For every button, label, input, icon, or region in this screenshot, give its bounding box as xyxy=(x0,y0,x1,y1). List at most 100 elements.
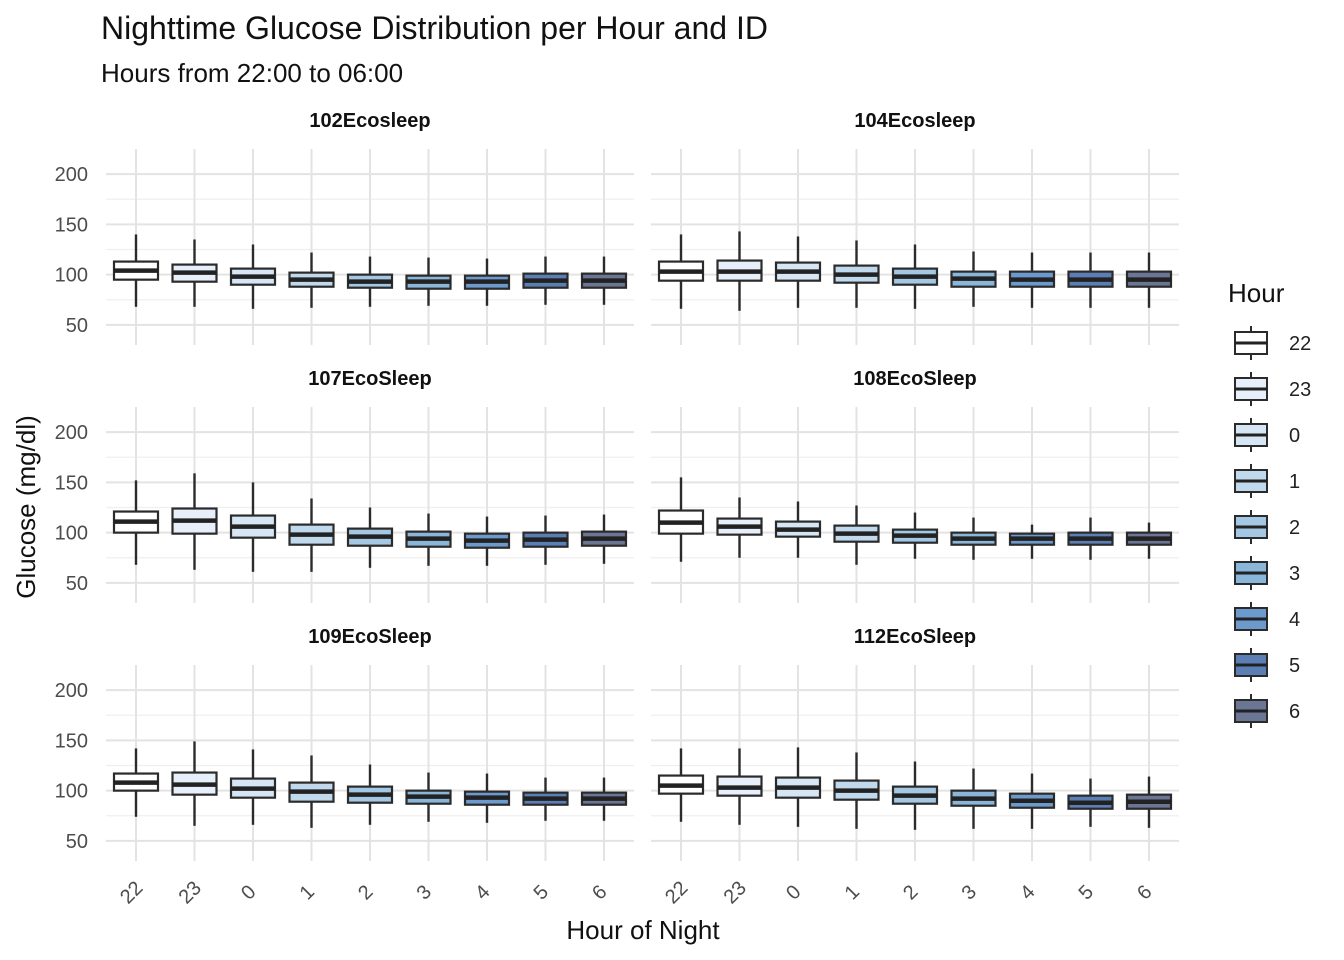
y-tick-label: 150 xyxy=(55,730,88,752)
legend-item-1: 1 xyxy=(1234,464,1300,498)
box-112ecosleep-hour-0 xyxy=(774,747,822,827)
box-107ecosleep-hour-23 xyxy=(171,473,218,570)
box-112ecosleep-hour-5 xyxy=(1067,778,1114,827)
x-tick-label: 4 xyxy=(471,881,494,904)
box-108ecosleep-hour-22 xyxy=(657,477,705,562)
box-102ecosleep-hour-3 xyxy=(405,257,452,306)
legend-label: 5 xyxy=(1289,655,1300,677)
legend-item-23: 23 xyxy=(1234,372,1311,406)
box-112ecosleep-hour-4 xyxy=(1008,773,1056,829)
legend-label: 2 xyxy=(1289,517,1300,539)
y-tick-label: 200 xyxy=(55,422,88,444)
legend-label: 4 xyxy=(1289,609,1300,631)
legend-item-0: 0 xyxy=(1234,418,1300,452)
box-107ecosleep-hour-3 xyxy=(405,513,452,566)
box-104ecosleep-hour-3 xyxy=(950,251,997,307)
y-tick-label: 100 xyxy=(55,523,88,545)
x-tick-label: 6 xyxy=(588,881,611,904)
legend-label: 6 xyxy=(1289,701,1300,723)
x-tick-label: 3 xyxy=(958,881,981,904)
x-tick-label: 23 xyxy=(175,877,206,908)
x-tick-label: 0 xyxy=(237,881,260,904)
legend-label: 1 xyxy=(1289,471,1300,493)
box-107ecosleep-hour-0 xyxy=(229,482,277,572)
box-109ecosleep-hour-23 xyxy=(171,741,218,826)
y-tick-label: 50 xyxy=(66,315,88,337)
box-102ecosleep-hour-6 xyxy=(580,256,628,305)
legend-item-3: 3 xyxy=(1234,556,1300,590)
box-108ecosleep-hour-2 xyxy=(891,512,939,559)
box-102ecosleep-hour-22 xyxy=(112,234,160,307)
x-tick-label: 5 xyxy=(530,881,553,904)
box-109ecosleep-hour-0 xyxy=(229,749,277,825)
box-108ecosleep-hour-1 xyxy=(833,505,880,565)
box-107ecosleep-hour-5 xyxy=(522,515,569,565)
legend-item-2: 2 xyxy=(1234,510,1300,544)
chart-subtitle: Hours from 22:00 to 06:00 xyxy=(101,58,403,88)
box-107ecosleep-hour-22 xyxy=(112,480,160,565)
box-104ecosleep-hour-2 xyxy=(891,244,939,309)
box-109ecosleep-hour-5 xyxy=(522,777,569,821)
box-102ecosleep-hour-1 xyxy=(288,252,335,308)
box-104ecosleep-hour-4 xyxy=(1008,252,1056,308)
box-108ecosleep-hour-5 xyxy=(1067,517,1114,560)
box-104ecosleep-hour-22 xyxy=(657,234,705,309)
box-112ecosleep-hour-3 xyxy=(950,768,997,829)
box-108ecosleep-hour-6 xyxy=(1125,522,1173,559)
box-112ecosleep-hour-22 xyxy=(657,748,705,822)
x-tick-label: 5 xyxy=(1075,881,1098,904)
chart-title: Nighttime Glucose Distribution per Hour … xyxy=(101,10,768,46)
box-104ecosleep-hour-23 xyxy=(716,231,763,311)
y-tick-label: 100 xyxy=(55,265,88,287)
legend-item-6: 6 xyxy=(1234,694,1300,728)
y-tick-label: 150 xyxy=(55,472,88,494)
box-109ecosleep-hour-4 xyxy=(463,773,511,823)
x-tick-label: 2 xyxy=(899,881,922,904)
box-112ecosleep-hour-23 xyxy=(716,748,763,825)
panel-104ecosleep: 104Ecosleep xyxy=(651,110,1179,345)
box-109ecosleep-hour-1 xyxy=(288,755,335,828)
legend-label: 23 xyxy=(1289,379,1311,401)
legend-item-4: 4 xyxy=(1234,602,1300,636)
facet-strip-label: 108EcoSleep xyxy=(853,368,976,390)
x-tick-label: 0 xyxy=(782,881,805,904)
box-107ecosleep-hour-6 xyxy=(580,514,628,564)
facet-strip-label: 104Ecosleep xyxy=(854,110,975,132)
y-axis-title: Glucose (mg/dl) xyxy=(11,415,41,599)
facet-strip-label: 112EcoSleep xyxy=(854,626,976,648)
box-109ecosleep-hour-22 xyxy=(112,748,160,817)
legend-label: 3 xyxy=(1289,563,1300,585)
box-102ecosleep-hour-23 xyxy=(171,239,218,307)
facet-strip-label: 109EcoSleep xyxy=(308,626,431,648)
facet-panels: 102Ecosleep50100150200104Ecosleep107EcoS… xyxy=(55,110,1179,908)
facet-strip-label: 102Ecosleep xyxy=(309,110,430,132)
box-102ecosleep-hour-2 xyxy=(346,256,394,307)
y-tick-label: 150 xyxy=(55,214,88,236)
box-109ecosleep-hour-2 xyxy=(346,764,394,825)
y-tick-label: 200 xyxy=(55,164,88,186)
x-tick-label: 2 xyxy=(354,881,377,904)
box-108ecosleep-hour-4 xyxy=(1008,524,1056,559)
x-tick-label: 4 xyxy=(1016,881,1039,904)
legend-item-22: 22 xyxy=(1234,326,1311,360)
x-tick-label: 6 xyxy=(1133,881,1156,904)
facet-strip-label: 107EcoSleep xyxy=(308,368,431,390)
y-tick-label: 200 xyxy=(55,680,88,702)
box-104ecosleep-hour-1 xyxy=(833,240,880,308)
box-108ecosleep-hour-0 xyxy=(774,501,822,558)
legend-item-5: 5 xyxy=(1234,648,1300,682)
y-tick-label: 100 xyxy=(55,781,88,803)
box-104ecosleep-hour-5 xyxy=(1067,252,1114,308)
x-tick-label: 1 xyxy=(296,881,319,904)
x-axis-title: Hour of Night xyxy=(566,915,720,945)
box-102ecosleep-hour-4 xyxy=(463,258,511,306)
box-112ecosleep-hour-2 xyxy=(891,761,939,830)
panel-102ecosleep: 102Ecosleep 50 100 150 200 xyxy=(55,110,634,345)
legend-label: 22 xyxy=(1289,333,1311,355)
y-tick-label: 50 xyxy=(66,831,88,853)
box-107ecosleep-hour-1 xyxy=(288,498,335,572)
x-tick-label: 23 xyxy=(720,877,751,908)
box-102ecosleep-hour-0 xyxy=(229,244,277,309)
